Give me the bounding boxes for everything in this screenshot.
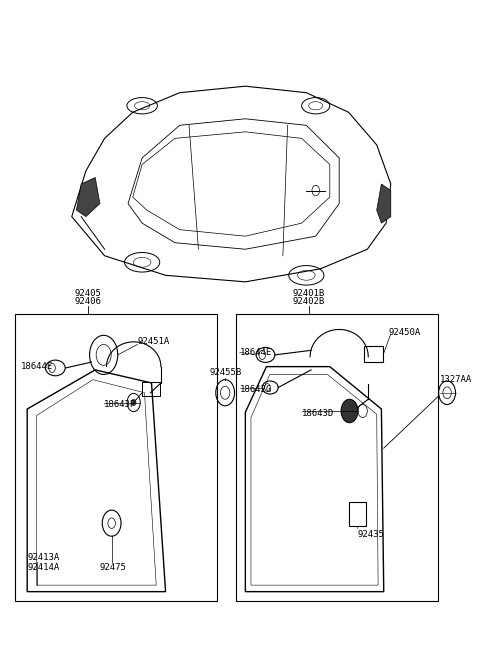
Bar [363,346,383,362]
Bar [142,382,160,396]
Text: 18643D: 18643D [301,409,334,418]
Text: 92405: 92405 [75,289,102,298]
Text: 92451A: 92451A [137,337,170,346]
Bar [15,314,217,601]
Bar [348,502,366,527]
Text: 18644E: 18644E [240,348,272,357]
Text: 1327AA: 1327AA [440,375,472,384]
Text: 92401B: 92401B [292,289,325,298]
Text: 92435: 92435 [357,530,384,539]
Text: 92402B: 92402B [292,297,325,306]
Text: 92414A: 92414A [27,563,60,572]
Text: 18644E: 18644E [21,362,53,371]
Circle shape [132,400,136,405]
Text: 18643P: 18643P [104,400,136,409]
Text: 92455B: 92455B [209,368,241,377]
Text: 18642G: 18642G [240,385,272,394]
Bar [236,314,438,601]
Polygon shape [76,178,100,217]
Text: 92475: 92475 [100,563,127,572]
Polygon shape [377,184,391,223]
Text: 92450A: 92450A [388,328,420,337]
Circle shape [341,400,358,422]
Text: 92406: 92406 [75,297,102,306]
Text: 92413A: 92413A [27,553,60,561]
